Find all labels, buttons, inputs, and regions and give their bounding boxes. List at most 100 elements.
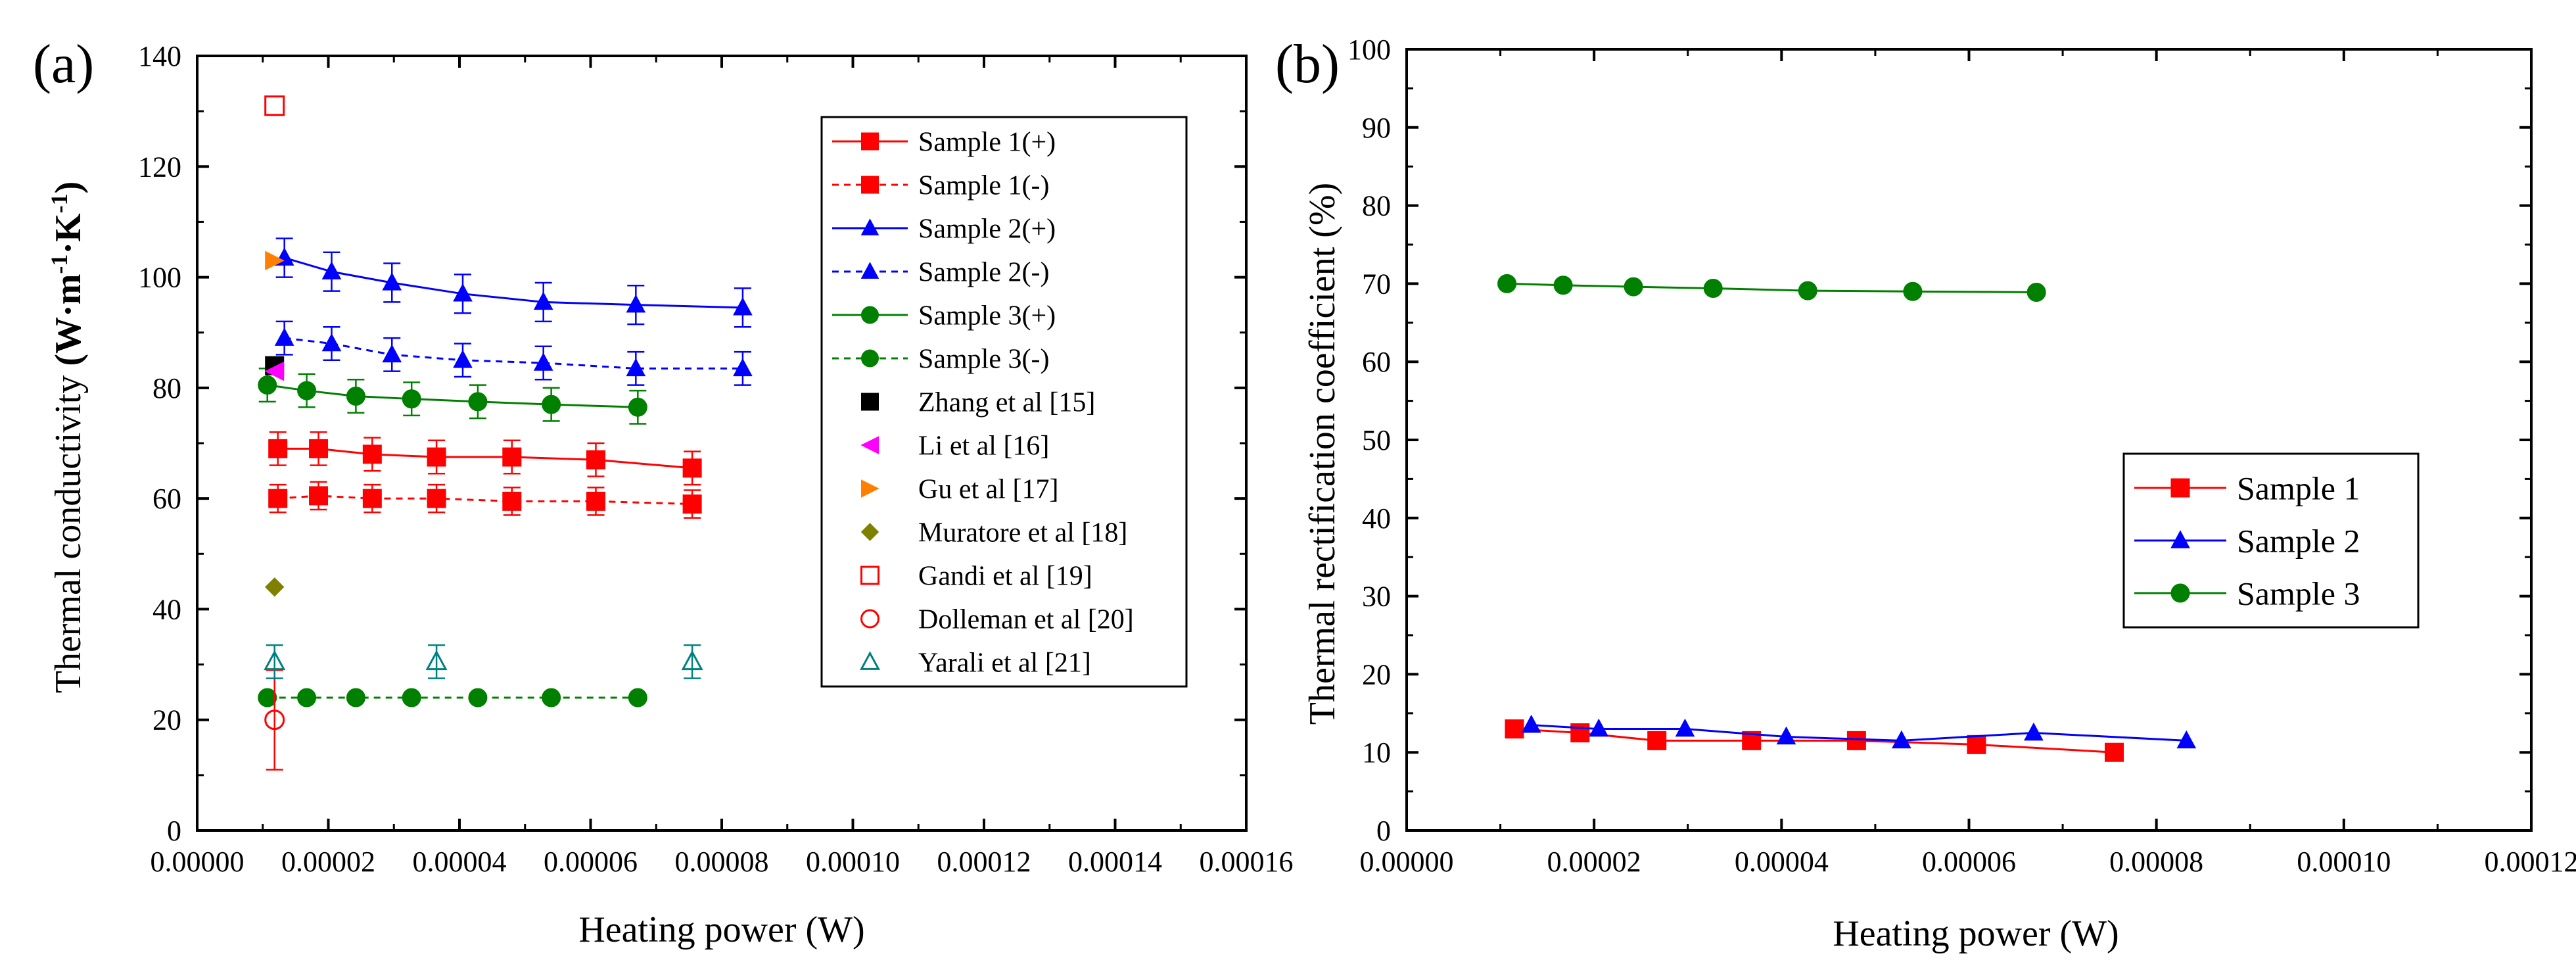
x-tick-label: 0.00004	[1735, 846, 1829, 878]
series-line	[284, 256, 743, 309]
legend-label: Sample 2	[2237, 523, 2360, 560]
panel-b-chart: 0.00000 0.00002 0.00004 0.00006 0.00008 0.000…	[1347, 34, 2576, 878]
data-point	[427, 447, 446, 467]
data-point	[402, 688, 421, 708]
legend-item-sample-1: Sample 1	[2134, 470, 2360, 507]
y-tick-label: 80	[1362, 190, 1391, 222]
data-point	[2176, 730, 2197, 749]
legend-marker	[2170, 583, 2190, 603]
data-point	[1589, 718, 1609, 737]
x-tick-label: 0.00006	[1922, 846, 2016, 878]
data-point	[1647, 731, 1667, 750]
data-point	[681, 650, 703, 671]
legend-marker	[861, 306, 879, 324]
data-point	[362, 445, 382, 464]
legend-item-muratore-et-al-18: Muratore et al [18]	[860, 518, 1127, 548]
legend-item-sample-1: Sample 1(-)	[832, 171, 1049, 201]
legend-item-sample-2: Sample 2(-)	[832, 258, 1049, 288]
y-tick-label: 20	[1362, 658, 1391, 690]
x-tick-label: 0.00004	[413, 846, 507, 878]
legend-label: Sample 3(-)	[918, 345, 1049, 375]
series-li-et-al-16	[264, 361, 285, 381]
data-point	[362, 489, 382, 508]
y-tick-label: 90	[1362, 112, 1391, 144]
series-line	[284, 337, 743, 370]
legend-item-sample-2: Sample 2(+)	[832, 214, 1056, 245]
legend-item-gu-et-al-17: Gu et al [17]	[861, 475, 1058, 505]
legend-marker	[860, 218, 879, 235]
series-dolleman-et-al-20	[264, 669, 285, 771]
data-point	[1505, 719, 1524, 739]
series-sample-2	[1521, 714, 2197, 749]
series-sample-1	[268, 481, 702, 519]
data-point	[1521, 714, 1541, 733]
data-point	[1553, 276, 1573, 295]
data-point	[309, 439, 329, 458]
data-point	[382, 344, 402, 363]
panel-b-xlabel: Heating power (W)	[1833, 913, 2119, 954]
data-point	[502, 491, 522, 511]
series-sample-2	[274, 320, 753, 386]
legend-marker	[859, 651, 881, 670]
data-point	[1903, 281, 1923, 301]
data-point	[382, 272, 402, 291]
legend-label: Sample 1	[2237, 470, 2360, 507]
legend-item-dolleman-et-al-20: Dolleman et al [20]	[860, 605, 1134, 635]
data-point	[2105, 742, 2124, 762]
y-tick-label: 10	[1362, 736, 1391, 769]
data-point	[533, 352, 553, 371]
panel-b-label: (b)	[1275, 34, 1340, 95]
y-tick-label: 70	[1362, 268, 1391, 300]
legend-item-gandi-et-al-19: Gandi et al [19]	[860, 562, 1092, 592]
data-point	[682, 494, 702, 514]
panel-a-xlabel: Heating power (W)	[578, 909, 864, 950]
legend-label: Gandi et al [19]	[918, 562, 1092, 592]
series-sample-1	[268, 431, 702, 486]
legend-label: Sample 2(+)	[918, 214, 1056, 245]
data-point	[264, 577, 285, 597]
y-tick-label: 120	[138, 151, 181, 183]
x-tick-label: 0.00008	[2109, 846, 2203, 878]
data-point	[468, 392, 488, 412]
legend-marker	[861, 132, 879, 151]
data-point	[425, 650, 448, 671]
panel-a-label: (a)	[33, 34, 94, 95]
panel-a-chart: 0.00000 0.00002 0.00004 0.00006 0.00008 0.000…	[138, 40, 1294, 878]
legend-item-zhang-et-al-15: Zhang et al [15]	[861, 388, 1095, 418]
data-point	[264, 709, 285, 731]
plot-frame	[1405, 48, 2533, 832]
x-tick-label: 0.00010	[2297, 846, 2391, 878]
x-tick-label: 0.00016	[1200, 846, 1294, 878]
panel-b-ylabel: Thermal rectification coefficient (%)	[1302, 183, 1343, 725]
legend-label: Zhang et al [15]	[918, 388, 1095, 418]
y-tick-label: 40	[1362, 502, 1391, 535]
data-point	[297, 381, 317, 400]
data-point	[628, 688, 647, 708]
data-point	[502, 447, 522, 467]
data-point	[453, 283, 473, 302]
legend-label: Gu et al [17]	[918, 475, 1058, 505]
data-point	[626, 358, 646, 377]
legend-item-sample-3: Sample 3(-)	[832, 345, 1049, 375]
y-tick-label: 80	[152, 372, 181, 404]
data-point	[402, 389, 421, 409]
series-yarali-et-al-21	[264, 644, 703, 679]
data-point	[586, 491, 605, 511]
legend-label: Sample 1(+)	[918, 128, 1056, 158]
y-tick-label: 100	[1347, 34, 1391, 66]
x-tick-label: 0.00002	[1547, 846, 1641, 878]
y-tick-label: 60	[152, 483, 181, 515]
series-sample-3	[258, 688, 647, 708]
data-point	[346, 688, 365, 708]
y-tick-label: 50	[1362, 424, 1391, 456]
legend-item-sample-3: Sample 3	[2134, 575, 2360, 612]
data-point	[1798, 281, 1817, 301]
series-gandi-et-al-19	[264, 95, 285, 116]
data-point	[542, 395, 561, 414]
legend-item-sample-2: Sample 2	[2134, 523, 2360, 560]
x-tick-label: 0.00002	[281, 846, 375, 878]
x-tick-label: 0.00000	[1360, 846, 1454, 878]
legend-marker	[861, 479, 879, 498]
data-point	[2024, 722, 2044, 741]
